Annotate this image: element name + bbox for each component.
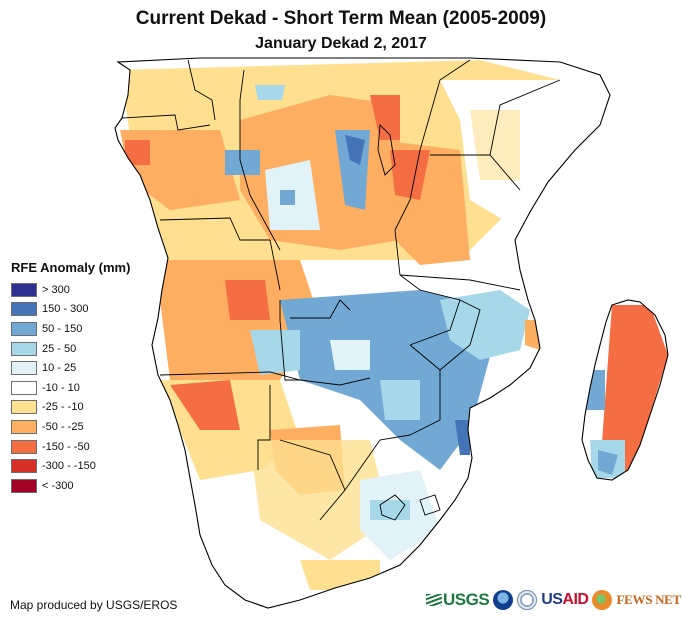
legend-item: 25 - 50 [11, 339, 130, 359]
legend-swatch [11, 341, 37, 356]
fews-globe-icon [592, 590, 613, 610]
legend-item: 50 - 150 [11, 319, 130, 339]
legend-label: -10 - 10 [42, 381, 80, 394]
coastline [114, 57, 669, 609]
legend-label: > 300 [42, 283, 70, 296]
legend-swatch [11, 400, 37, 415]
legend-label: -25 - -10 [42, 401, 84, 414]
usaid-logo: USAID [541, 591, 589, 608]
usgs-wave-icon [426, 594, 442, 606]
legend-swatch [11, 302, 37, 317]
legend-item: -25 - -10 [11, 398, 130, 418]
legend-item: -10 - 10 [11, 378, 130, 398]
legend: RFE Anomaly (mm) > 300 150 - 300 50 - 150 2… [11, 260, 130, 496]
legend-item: 10 - 25 [11, 358, 130, 378]
map-subtitle: January Dekad 2, 2017 [255, 35, 427, 52]
credit-text: Map produced by USGS/EROS [10, 598, 178, 612]
legend-title: RFE Anomaly (mm) [11, 260, 131, 275]
legend-label: -150 - -50 [42, 440, 90, 453]
legend-item: -50 - -25 [11, 417, 130, 437]
legend-item: < -300 [11, 476, 130, 496]
partner-logos: USGS USAID FEWS NET [426, 586, 681, 614]
legend-item: > 300 [11, 280, 130, 300]
legend-label: 150 - 300 [42, 303, 89, 316]
legend-label: -50 - -25 [42, 420, 84, 433]
legend-swatch [11, 361, 37, 376]
legend-label: < -300 [42, 479, 74, 492]
legend-item: -150 - -50 [11, 437, 130, 457]
legend-item: -300 - -150 [11, 456, 130, 476]
legend-label: 50 - 150 [42, 322, 83, 335]
legend-swatch [11, 419, 37, 434]
legend-swatch [11, 478, 37, 493]
usaid-seal-icon [517, 590, 538, 610]
legend-label: 10 - 25 [42, 362, 77, 375]
legend-swatch [11, 380, 37, 395]
legend-label: 25 - 50 [42, 342, 77, 355]
legend-swatch [11, 459, 37, 474]
country-borders [121, 59, 561, 521]
noaa-logo-icon [493, 590, 514, 610]
usgs-logo: USGS [426, 590, 490, 610]
legend-swatch [11, 439, 37, 454]
legend-label: -300 - -150 [42, 460, 96, 473]
fews-net-logo: FEWS NET [616, 592, 681, 607]
legend-swatch [11, 321, 37, 336]
legend-item: 150 - 300 [11, 300, 130, 320]
map-title: Current Dekad - Short Term Mean (2005-20… [135, 8, 547, 29]
legend-swatch [11, 282, 37, 297]
rainfall-anomaly-map [114, 57, 669, 609]
